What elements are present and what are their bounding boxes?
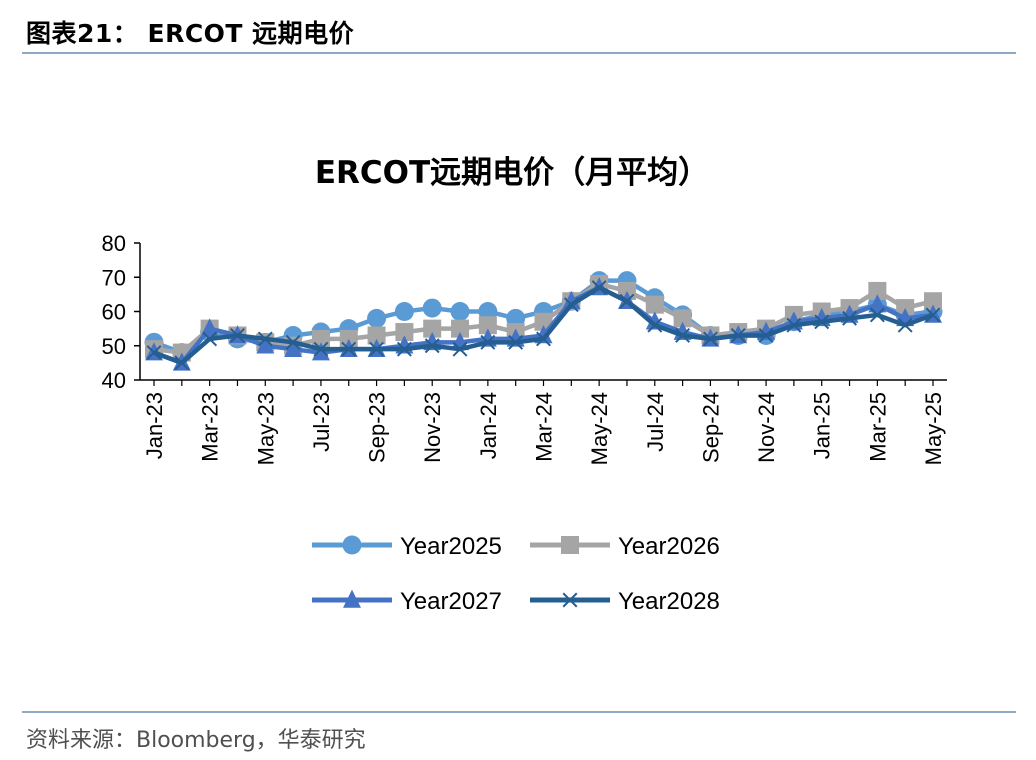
- data-point: [786, 317, 802, 333]
- data-point: [256, 335, 275, 354]
- figure-title: 图表21： ERCOT 远期电价: [26, 19, 355, 48]
- data-point: [591, 280, 607, 295]
- data-point: [536, 331, 551, 347]
- legend-label: Year2028: [618, 588, 720, 615]
- data-point: [341, 341, 357, 357]
- y-tick-label: 70: [102, 265, 126, 290]
- x-tick-label: Jan-23: [142, 392, 167, 459]
- x-tick-label: May-25: [921, 392, 946, 465]
- axes: 40 50 60 70 80 Jan-23 Mar-23 May-23 Jul-23 Sep-23…: [102, 231, 947, 465]
- data-point: [394, 302, 414, 321]
- legend: Year2025 Year2026 Year2027 Year2028: [312, 533, 720, 615]
- data-point: [146, 345, 162, 361]
- data-point: [230, 328, 245, 343]
- source-note: 资料来源：Bloomberg，华泰研究: [26, 728, 366, 753]
- data-point: [480, 334, 496, 350]
- data-point: [619, 293, 635, 309]
- data-point: [313, 341, 329, 357]
- y-tick-label: 50: [102, 334, 126, 359]
- legend-item: Year2025: [312, 533, 502, 560]
- data-point: [422, 298, 442, 318]
- data-point: [284, 338, 303, 357]
- data-point: [478, 316, 497, 335]
- series-year2028: [146, 280, 941, 371]
- legend-label: Year2027: [400, 588, 502, 615]
- legend-label: Year2025: [400, 533, 502, 560]
- data-point: [200, 318, 219, 337]
- x-tick-label: Mar-23: [198, 392, 223, 462]
- y-tick-label: 60: [102, 300, 126, 325]
- data-point: [647, 317, 663, 333]
- chart-title: ERCOT远期电价（月平均）: [315, 155, 709, 191]
- x-tick-label: May-24: [587, 392, 612, 465]
- data-point: [342, 535, 362, 555]
- x-tick-label: May-23: [253, 392, 278, 465]
- bottom-divider: [22, 711, 1016, 713]
- top-divider: [22, 52, 1016, 54]
- data-point: [675, 328, 691, 343]
- y-tick-label: 80: [102, 231, 126, 256]
- data-point: [343, 589, 361, 608]
- y-tick-label: 40: [102, 368, 126, 393]
- data-point: [562, 592, 578, 608]
- data-point: [673, 309, 692, 328]
- x-tick-label: Jul-23: [309, 392, 334, 452]
- data-point: [563, 297, 579, 313]
- data-point: [369, 341, 385, 357]
- figure-header: 图表21： ERCOT 远期电价: [22, 12, 1016, 50]
- data-point: [423, 319, 442, 338]
- data-point: [702, 331, 718, 347]
- data-point: [924, 292, 942, 311]
- data-point: [395, 323, 414, 342]
- data-point: [868, 294, 887, 313]
- data-point: [450, 302, 470, 321]
- line-chart: ERCOT远期电价（月平均） 40 50 60 70 80 Jan-23 Mar-23 May…: [102, 155, 947, 615]
- data-point: [424, 338, 440, 354]
- data-point: [367, 308, 387, 328]
- data-point: [758, 328, 774, 343]
- data-point: [868, 281, 887, 300]
- data-point: [534, 312, 553, 331]
- x-tick-label: Jan-25: [810, 392, 835, 459]
- data-point: [508, 334, 524, 350]
- legend-label: Year2026: [618, 533, 720, 560]
- x-tick-label: Jan-24: [476, 392, 501, 459]
- series-layer: [144, 271, 943, 371]
- data-point: [174, 355, 190, 371]
- x-tick-label: Jul-24: [643, 392, 668, 452]
- x-tick-label: Mar-24: [532, 392, 557, 462]
- data-point: [285, 334, 301, 350]
- data-point: [730, 328, 746, 343]
- data-point: [396, 341, 412, 357]
- x-tick-label: Nov-23: [420, 392, 445, 463]
- legend-item: Year2027: [312, 588, 502, 615]
- data-point: [869, 307, 885, 323]
- data-point: [561, 536, 579, 554]
- data-point: [452, 341, 468, 357]
- data-point: [645, 295, 664, 314]
- data-point: [925, 307, 941, 323]
- x-tick-label: Mar-25: [865, 392, 890, 462]
- x-tick-label: Sep-24: [698, 392, 723, 463]
- x-tick-label: Sep-23: [365, 392, 390, 463]
- data-point: [202, 331, 218, 347]
- data-point: [897, 317, 913, 333]
- legend-item: Year2026: [530, 533, 720, 560]
- data-point: [257, 331, 273, 347]
- data-point: [367, 326, 386, 345]
- legend-item: Year2028: [530, 588, 720, 615]
- data-point: [814, 314, 830, 330]
- data-point: [842, 310, 857, 326]
- x-tick-label: Nov-24: [754, 392, 779, 463]
- data-point: [451, 319, 470, 338]
